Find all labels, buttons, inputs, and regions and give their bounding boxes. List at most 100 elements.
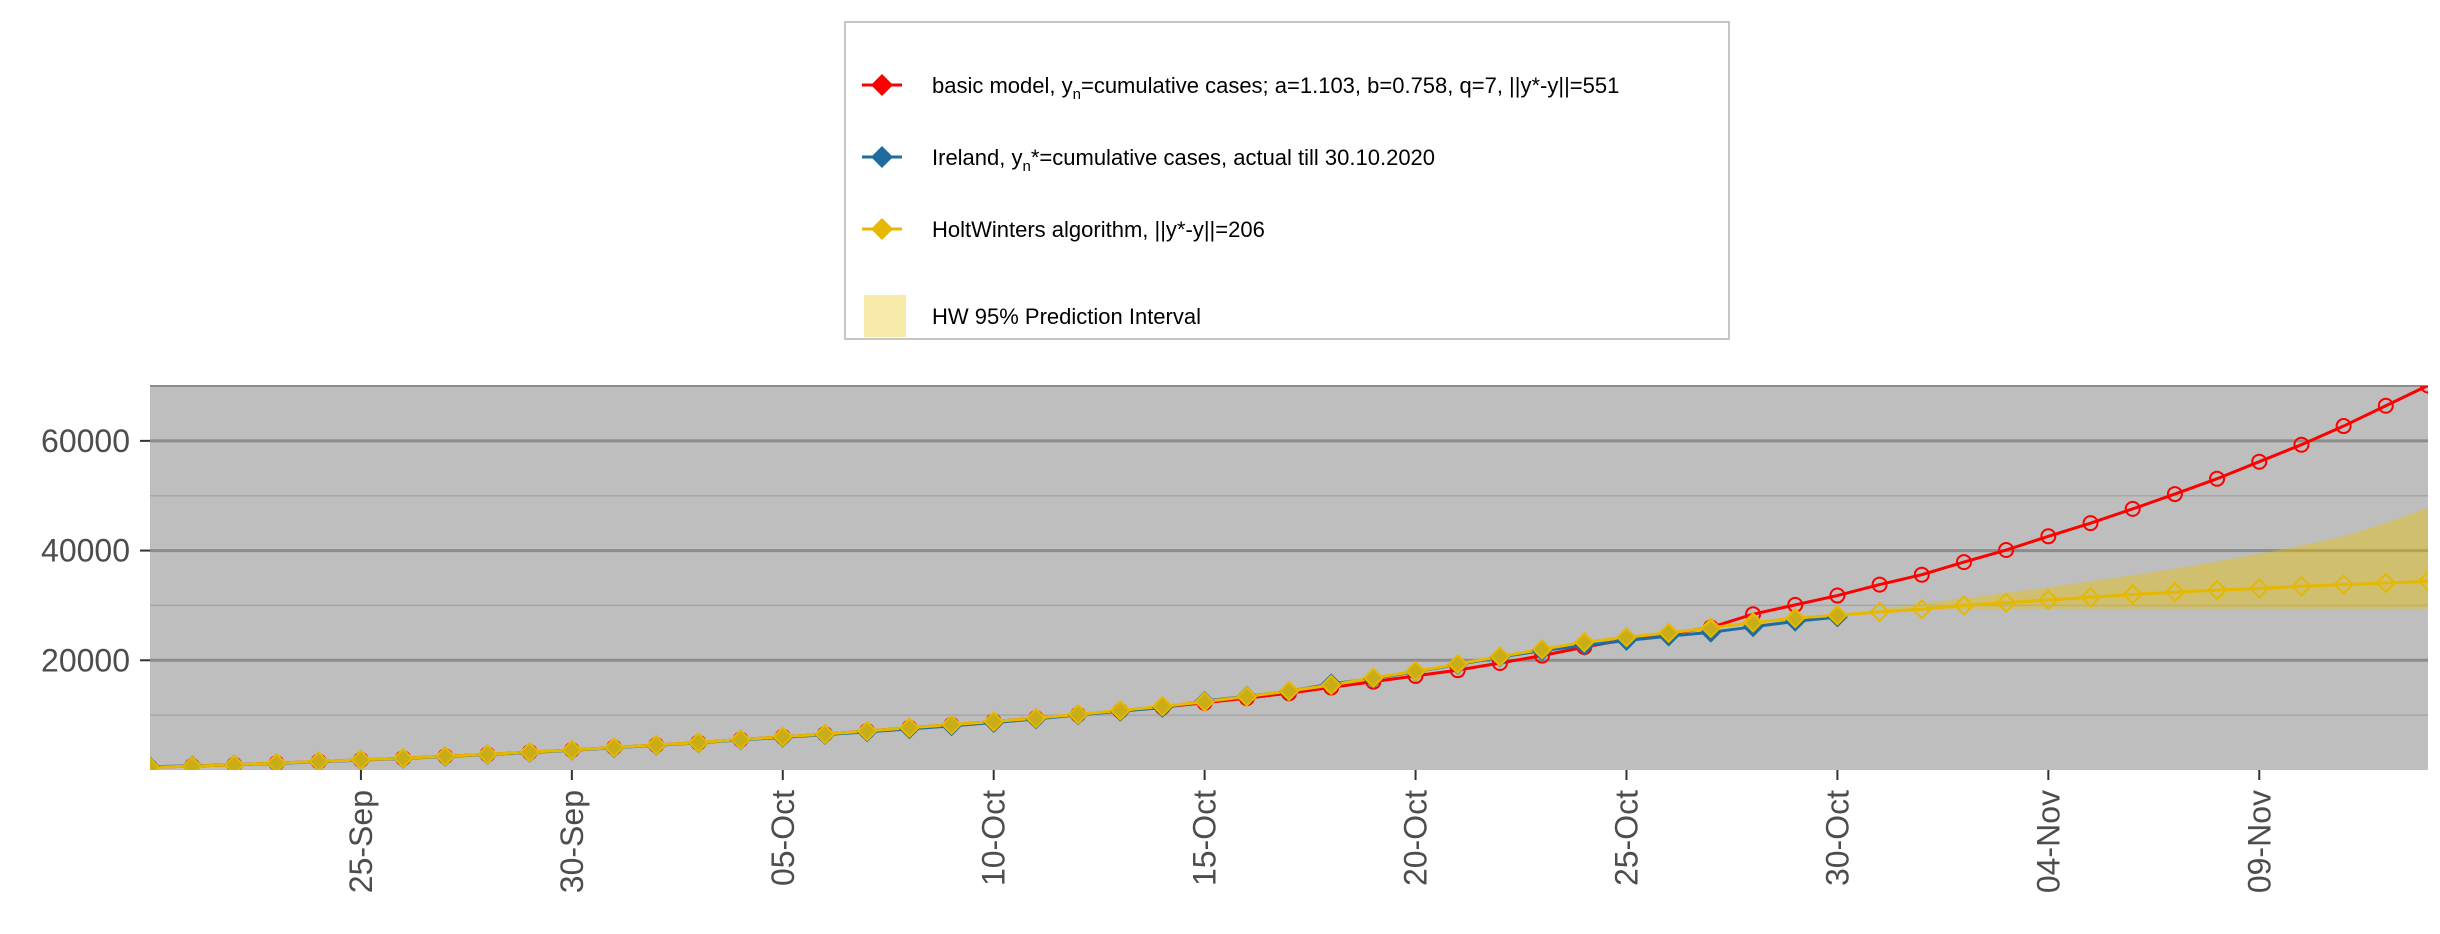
legend-frame <box>844 21 1730 340</box>
holtwinters-point <box>308 751 330 770</box>
x-tick-label: 04-Nov <box>2030 790 2066 893</box>
holtwinters-point <box>2417 570 2428 592</box>
holtwinters-point <box>1700 617 1722 639</box>
holtwinters-point <box>1194 691 1216 713</box>
model-point <box>1871 576 1888 593</box>
holtwinters-point <box>772 726 794 748</box>
plot-background <box>150 386 2428 770</box>
holtwinters-point <box>2122 584 2144 605</box>
holtwinters-point <box>477 743 498 765</box>
model-point <box>2251 453 2268 470</box>
legend-hw-marker <box>871 218 893 240</box>
holtwinters-point <box>266 752 287 770</box>
holtwinters-point <box>1067 703 1089 725</box>
legend-item-ireland: Ireland, yn*=cumulative cases, actual ti… <box>862 145 1435 175</box>
model-point <box>2124 500 2141 517</box>
x-tick-label: 20-Oct <box>1398 790 1434 886</box>
legend: basic model, yn=cumulative cases; a=1.10… <box>844 21 1730 340</box>
holtwinters-point <box>2333 574 2355 595</box>
series-markers <box>150 386 2428 770</box>
legend-hw-label: HoltWinters algorithm, ||y*-y||=206 <box>932 217 1265 242</box>
x-tick-label: 10-Oct <box>976 790 1012 886</box>
holtwinters-point <box>1911 598 1933 620</box>
holtwinters-point <box>898 717 920 739</box>
holtwinters-point <box>519 741 541 763</box>
prediction-band <box>1837 507 2428 617</box>
holtwinters-point <box>730 729 752 750</box>
holtwinters-point <box>1109 700 1131 721</box>
legend-band-swatch <box>864 295 906 337</box>
holtwinters-point <box>983 711 1005 732</box>
holtwinters-point <box>1405 660 1426 682</box>
model-point <box>1829 587 1846 604</box>
holtwinters-point <box>1784 607 1806 629</box>
holtwinters-point <box>561 739 583 761</box>
holtwinters-point <box>1152 695 1173 717</box>
holtwinters-point <box>223 754 245 770</box>
holtwinters-point <box>1953 595 1975 616</box>
x-tick-label: 30-Oct <box>1819 790 1855 886</box>
holtwinters-point <box>1362 667 1384 689</box>
minor-gridlines <box>150 494 2428 716</box>
legend-item-model: basic model, yn=cumulative cases; a=1.10… <box>862 73 1619 103</box>
holtwinters-point <box>2248 578 2270 599</box>
x-tick-label: 30-Sep <box>554 790 590 893</box>
model-point <box>1913 566 1930 583</box>
holtwinters-point <box>687 732 709 753</box>
holtwinters-point <box>1826 604 1848 626</box>
holtwinters-point <box>1573 631 1595 653</box>
holtwinters-point <box>1995 592 2017 614</box>
holtwinters-point <box>1447 653 1469 675</box>
legend-item-hw: HoltWinters algorithm, ||y*-y||=206 <box>862 217 1265 242</box>
holtwinters-point <box>1658 622 1680 644</box>
prediction-interval-area <box>1837 507 2428 617</box>
x-tick-label: 09-Nov <box>2241 790 2277 893</box>
holtwinters-point <box>1278 680 1300 702</box>
holtwinters-point <box>1025 707 1047 729</box>
holtwinters-point <box>1869 601 1891 623</box>
holtwinters-point <box>856 720 878 742</box>
legend-ireland-marker <box>871 146 893 168</box>
holtwinters-point <box>392 747 414 769</box>
holtwinters-point <box>1236 686 1258 707</box>
major-gridlines <box>150 385 2428 662</box>
holtwinters-point <box>814 723 836 745</box>
y-axis: 20000 40000 60000 <box>41 423 150 678</box>
model-point <box>2082 515 2099 532</box>
holtwinters-point <box>1320 674 1342 696</box>
holtwinters-point <box>350 749 372 770</box>
holtwinters-point <box>603 737 625 758</box>
holtwinters-point <box>2291 575 2312 597</box>
x-tick-label: 25-Sep <box>343 790 379 893</box>
y-tick-label: 20000 <box>41 642 130 678</box>
x-tick-label: 15-Oct <box>1187 790 1223 886</box>
model-point <box>2040 528 2057 545</box>
model-point <box>2377 397 2394 414</box>
x-tick-label: 05-Oct <box>765 790 801 886</box>
legend-band-label: HW 95% Prediction Interval <box>932 304 1201 329</box>
holtwinters-point <box>645 734 667 756</box>
y-tick-label: 60000 <box>41 423 130 459</box>
holtwinters-point <box>2080 586 2101 608</box>
holtwinters-point <box>941 714 962 736</box>
holtwinters-point <box>2037 589 2059 611</box>
holtwinters-point <box>434 745 456 767</box>
holtwinters-point <box>1742 612 1764 633</box>
holtwinters-point <box>1489 646 1511 667</box>
holtwinters-point <box>1531 638 1553 660</box>
model-point <box>1955 554 1972 571</box>
model-point <box>2166 486 2183 503</box>
holtwinters-point <box>181 755 203 770</box>
holtwinters-point <box>1616 626 1637 648</box>
model-point <box>2209 470 2226 487</box>
model-point <box>2335 418 2352 435</box>
x-tick-label: 25-Oct <box>1608 790 1644 886</box>
model-point <box>2293 436 2310 453</box>
holtwinters-point <box>2206 579 2228 601</box>
x-axis: 25-Sep 30-Sep 05-Oct 10-Oct 15-Oct 20-Oct 25-O… <box>343 770 2277 893</box>
legend-model-label: basic model, yn=cumulative cases; a=1.10… <box>932 73 1619 103</box>
legend-model-marker <box>871 74 893 96</box>
model-point <box>1998 542 2015 559</box>
holtwinters-point <box>2375 572 2397 594</box>
